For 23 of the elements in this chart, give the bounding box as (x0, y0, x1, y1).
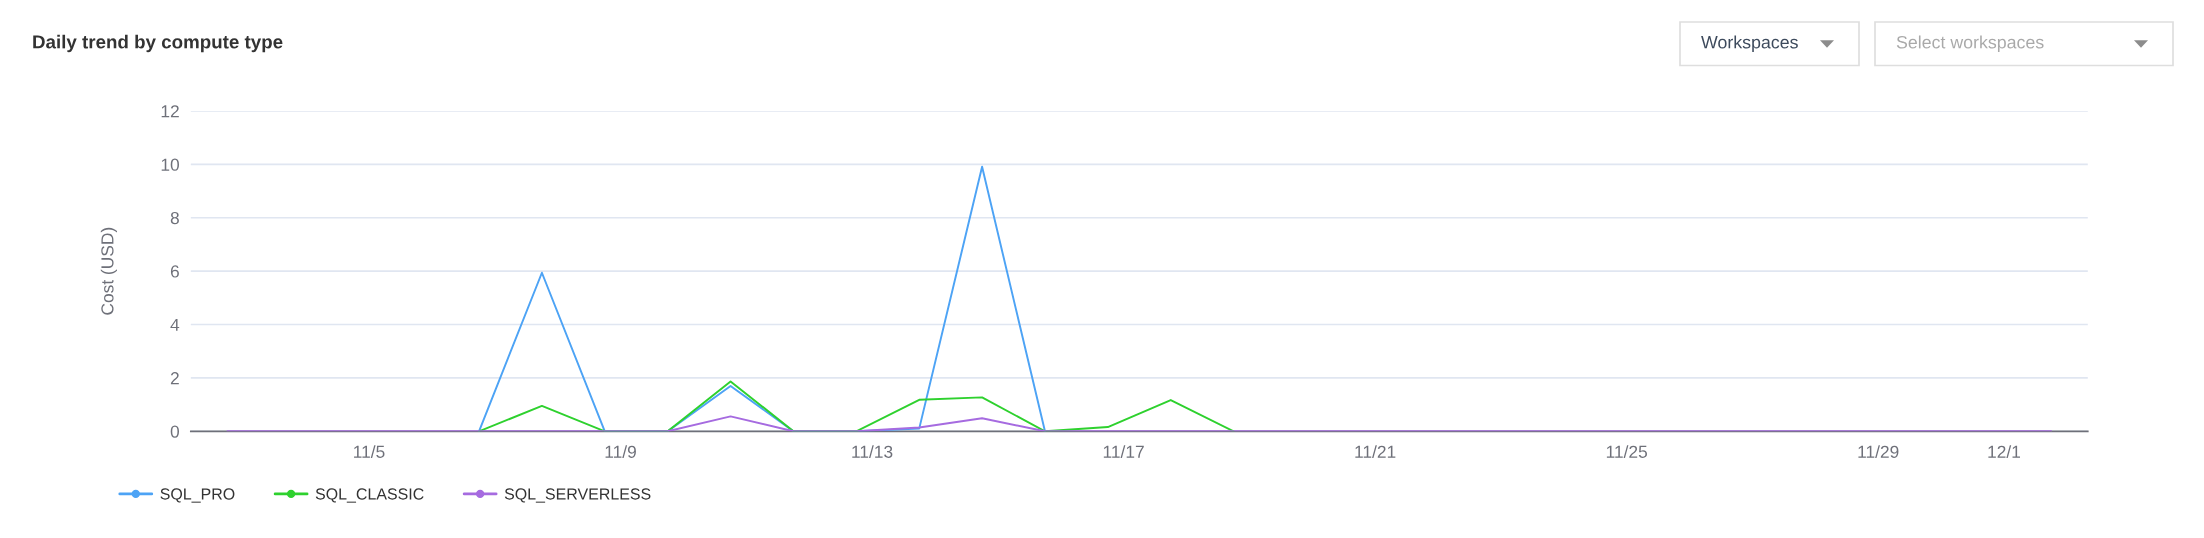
legend-label: SQL_CLASSIC (315, 488, 424, 503)
text: Select workspaces (1896, 35, 2044, 53)
y-tick-label: 8 (170, 211, 179, 225)
text: Workspaces (1701, 35, 1798, 53)
x-tick-label: 11/25 (1606, 445, 1648, 458)
x-tick-label: 12/1 (1988, 445, 2020, 458)
y-tick-label: 6 (170, 265, 179, 278)
x-tick-label: 11/5 (354, 445, 385, 458)
y-tick-label: 2 (170, 372, 179, 385)
line-series (226, 415, 2053, 432)
y-tick-label: 10 (161, 158, 180, 171)
y-tick-label: 12 (161, 105, 179, 118)
x-tick-label: 11/21 (1355, 445, 1396, 458)
y-tick-label: 4 (170, 318, 180, 331)
legend-label: SQL_SERVERLESS (504, 488, 651, 503)
y-axis-title: Cost (USD) (100, 227, 117, 315)
x-tick-label: 11/29 (1858, 445, 1899, 458)
x-tick-label: 11/17 (1103, 445, 1144, 458)
x-tick-label: 11/9 (605, 445, 636, 458)
y-tick-label: 0 (170, 425, 180, 438)
chart-title: Daily trend by compute type (33, 34, 283, 53)
legend-label: SQL_PRO (160, 488, 235, 503)
x-tick-label: 11/13 (852, 445, 893, 458)
